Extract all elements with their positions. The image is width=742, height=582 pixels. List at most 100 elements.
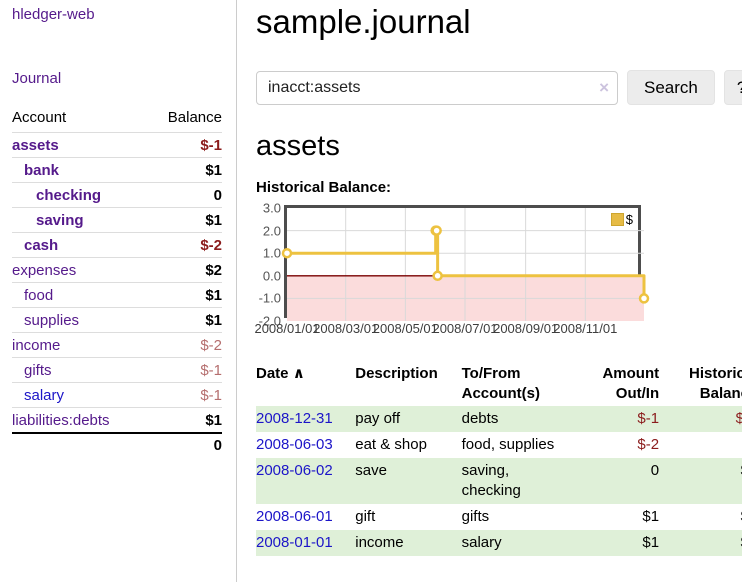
header-description[interactable]: Description [355,365,438,382]
transaction-amount: 0 [576,458,662,504]
transaction-balance: $-1 [661,406,742,432]
chart-y-axis-labels: 3.0 2.0 1.0 0.0 -1.0 -2.0 [256,201,283,329]
chart-plot-area: 3.0 2.0 1.0 0.0 -1.0 -2.0 2008/01/01 2008/03/0… [254,201,650,336]
account-balance: 0 [213,187,222,204]
account-row: salary $-1 [12,382,222,407]
account-row: food $1 [12,282,222,307]
account-row: saving $1 [12,207,222,232]
register-table: Date ∧ Description To/From Account(s) Am… [256,362,742,556]
balance-column-header: Balance [167,109,222,126]
transaction-date-link[interactable]: 2008-06-01 [256,508,333,525]
account-row: checking 0 [12,182,222,207]
transaction-description: pay off [355,406,462,432]
transaction-date-link[interactable]: 2008-12-31 [256,410,333,427]
account-link-gifts[interactable]: gifts [24,362,52,379]
transaction-balance: $2 [661,504,742,530]
accounts-rows: assets $-1 bank $1 checking 0 saving $1 cash $-2 e… [12,132,222,432]
header-balance[interactable]: Historical Balance [688,365,742,402]
account-link-saving[interactable]: saving [36,212,84,229]
account-row: liabilities:debts $1 [12,407,222,432]
account-link-bank[interactable]: bank [24,162,60,179]
account-balance: $2 [205,262,222,279]
account-balance: $-1 [200,387,222,404]
transaction-date-link[interactable]: 2008-06-02 [256,462,333,479]
accounts-grand-total-row: 0 [12,432,222,457]
transaction-description: gift [355,508,376,525]
account-row: assets $-1 [12,132,222,157]
account-balance: $1 [205,212,222,229]
y-tick-label: -2.0 [258,313,281,329]
header-amount[interactable]: Amount Out/In [602,365,660,402]
y-tick-label: 0.0 [262,268,281,284]
account-link-checking[interactable]: checking [36,187,102,204]
y-tick-label: 2.0 [262,223,281,239]
transaction-amount: $-1 [576,406,662,432]
account-balance: $1 [205,287,222,304]
sidebar: hledger-web Journal Account Balance asse… [0,0,237,582]
account-link-income[interactable]: income [12,337,61,354]
x-tick-label: 2008/09/01 [493,321,559,336]
legend-swatch-icon [610,213,624,226]
account-link-liabilities-debts[interactable]: liabilities:debts [12,412,110,429]
search-box: × [256,70,618,105]
account-link-supplies[interactable]: supplies [24,312,80,329]
transaction-balance: 0 [661,432,742,458]
account-balance: $1 [205,162,222,179]
header-accounts[interactable]: To/From Account(s) [461,365,540,402]
sort-ascending-icon: ∧ [292,365,305,382]
transaction-description: income [355,530,462,556]
chart-title: Historical Balance: [256,179,392,196]
x-tick-label: 2008/11/01 [553,321,618,336]
search-button[interactable]: Search [627,70,715,105]
main-content: sample.journal × Search ? assets Histori… [237,0,742,582]
y-tick-label: 3.0 [262,200,281,216]
transaction-description: eat & shop [355,436,427,453]
legend-label: $ [625,212,633,227]
register-row: 2008-06-03 eat & shop food, supplies $-20 [256,432,742,458]
transaction-accounts: food, supplies [461,436,555,453]
account-balance: $-1 [200,137,222,154]
account-row: income $-2 [12,332,222,357]
transaction-accounts: gifts [461,508,490,525]
account-balance: $1 [205,412,222,429]
chart-x-axis-labels: 2008/01/01 2008/03/01 2008/05/01 2008/07/01… [254,318,644,336]
account-row: cash $-2 [12,232,222,257]
x-tick-label: 2008/07/01 [432,321,498,336]
account-link-assets[interactable]: assets [12,137,59,154]
transaction-amount: $1 [642,508,660,525]
transaction-description: save [355,458,462,504]
brand-link[interactable]: hledger-web [12,6,95,23]
account-balance: $-1 [200,362,222,379]
account-row: bank $1 [12,157,222,182]
account-balance: $-2 [200,237,222,254]
chart-legend: $ [610,212,633,227]
account-row: gifts $-1 [12,357,222,382]
search-input[interactable] [256,70,618,105]
account-link-salary[interactable]: salary [24,387,65,404]
accounts-table-header: Account Balance [12,107,222,132]
header-date[interactable]: Date ∧ [256,365,305,382]
accounts-table: Account Balance assets $-1 bank $1 checking 0… [12,107,222,457]
account-row: supplies $1 [12,307,222,332]
x-tick-label: 2008/03/01 [313,321,379,336]
sidebar-item-journal[interactable]: Journal [12,70,62,87]
transaction-date-link[interactable]: 2008-06-03 [256,436,333,453]
transaction-accounts: debts [461,406,577,432]
help-button[interactable]: ? [723,70,742,105]
account-column-header: Account [12,109,67,126]
x-tick-label: 2008/01/01 [254,321,320,336]
transaction-amount: $1 [576,530,662,556]
account-link-expenses[interactable]: expenses [12,262,77,279]
transaction-amount: $-2 [637,436,660,453]
y-tick-label: 1.0 [262,245,281,261]
account-heading: assets [256,130,340,162]
transaction-date-link[interactable]: 2008-01-01 [256,534,333,551]
x-tick-label: 2008/05/01 [372,321,438,336]
clear-search-icon[interactable]: × [599,77,609,97]
account-link-food[interactable]: food [24,287,54,304]
account-link-cash[interactable]: cash [24,237,59,254]
grand-total-value: 0 [213,437,222,454]
account-row: expenses $2 [12,257,222,282]
